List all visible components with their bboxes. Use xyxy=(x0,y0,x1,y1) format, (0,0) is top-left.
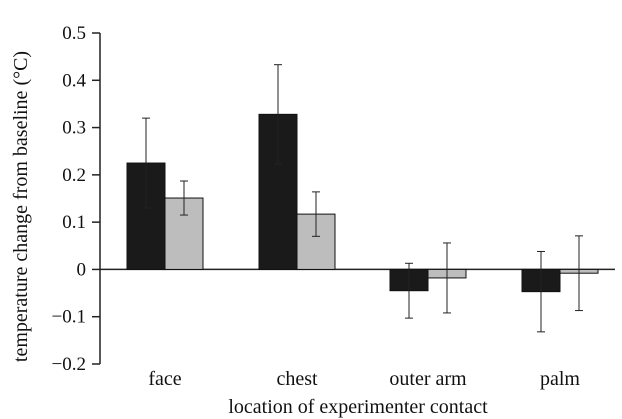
bar-chest-s1 xyxy=(258,113,298,270)
category-label: palm xyxy=(540,368,580,390)
y-axis-title: temperature change from baseline (°C) xyxy=(10,51,32,362)
bars xyxy=(126,113,599,293)
y-tick-label: 0.3 xyxy=(62,118,86,139)
category-label: chest xyxy=(276,368,318,390)
y-ticks: −0.2 −0.1 0 0.1 0.2 0.3 0.4 0.5 xyxy=(52,23,100,375)
y-tick-label: 0.4 xyxy=(62,70,86,91)
y-tick-label: −0.2 xyxy=(52,354,86,375)
y-tick-label: 0.2 xyxy=(62,165,86,186)
category-labels: face chest outer arm palm xyxy=(148,368,580,390)
category-label: outer arm xyxy=(389,368,467,390)
error-bars xyxy=(142,64,583,333)
x-axis-title: location of experimenter contact xyxy=(228,396,488,418)
y-tick-label: 0 xyxy=(77,259,87,280)
y-tick-label: 0.1 xyxy=(62,212,86,233)
category-label: face xyxy=(148,368,181,390)
y-tick-label: −0.1 xyxy=(52,307,86,328)
y-tick-label: 0.5 xyxy=(62,23,86,44)
